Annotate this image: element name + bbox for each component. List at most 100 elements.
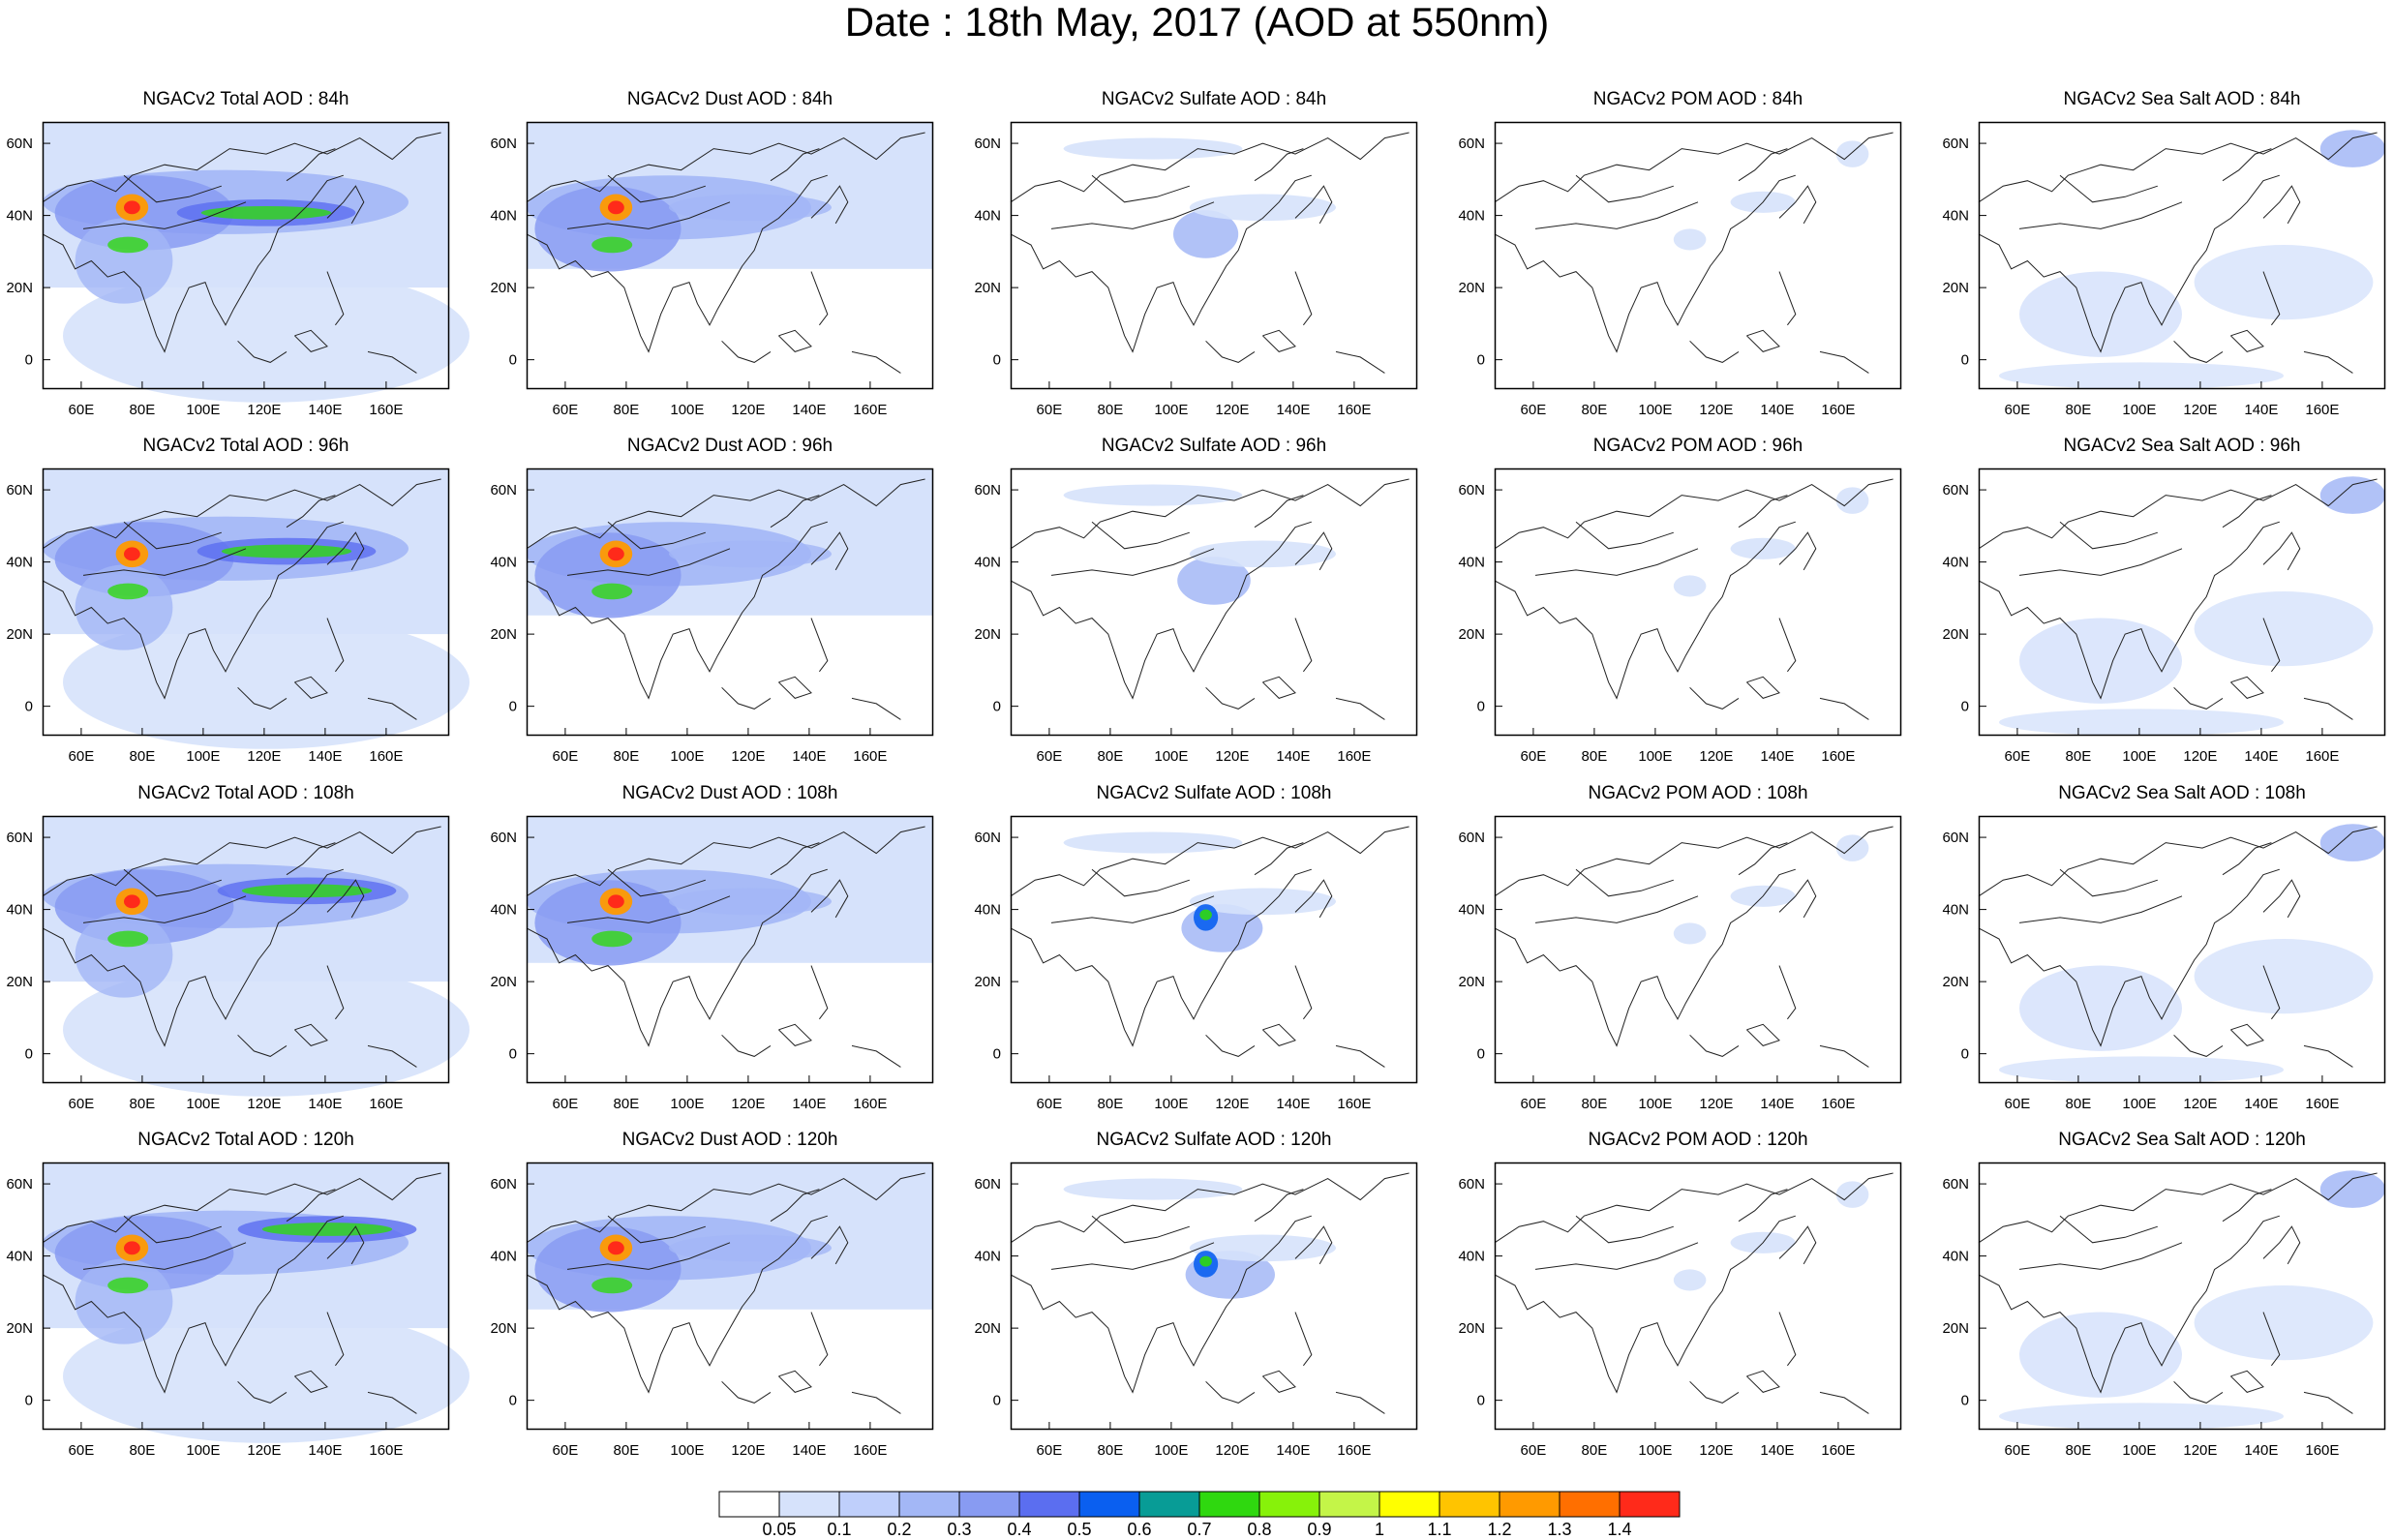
x-tick-label: 140E — [792, 748, 826, 765]
y-tick-label: 40N — [490, 902, 517, 919]
coastline — [1010, 1172, 1409, 1244]
map-panel-sulfate: 60E 80E 100E 120E 140E 160E 60N 40N 20N 0 — [974, 121, 1418, 418]
y-tick-label: 20N — [1942, 974, 1969, 990]
x-tick-label: 160E — [369, 402, 403, 418]
y-tick-label: 0 — [25, 1393, 33, 1409]
x-tick-label: 120E — [2183, 1442, 2217, 1459]
x-tick-label: 60E — [553, 1096, 579, 1112]
coastline — [1978, 868, 2280, 1047]
coastline — [123, 868, 222, 897]
x-tick-label: 120E — [2183, 1096, 2217, 1112]
aod-field-sulfate-north — [1063, 831, 1243, 854]
aod-field-seasalt-pacific — [2194, 938, 2374, 1014]
aod-field-total-india — [75, 218, 173, 304]
map-frame — [1494, 121, 1902, 390]
coastline — [1050, 1242, 1215, 1270]
coastline — [1091, 1215, 1190, 1244]
x-tick-label: 100E — [186, 402, 220, 418]
x-tick-label: 120E — [1699, 402, 1733, 418]
x-tick-label: 100E — [1154, 402, 1188, 418]
y-tick-label: 20N — [6, 626, 33, 643]
coastline — [1294, 1225, 1333, 1265]
aod-field-total-hotspot-core — [124, 200, 140, 215]
y-tick-label: 40N — [490, 1249, 517, 1265]
coastline — [1494, 826, 1894, 897]
aod-field — [1999, 824, 2385, 1083]
x-tick-label: 160E — [369, 1442, 403, 1459]
x-tick-label: 100E — [670, 402, 704, 418]
coastline — [1205, 1380, 1256, 1404]
map-panel-total: 60E 80E 100E 120E 140E 160E 60N 40N 20N 0 — [6, 1162, 470, 1459]
coastline — [294, 1023, 328, 1046]
coastline — [1689, 340, 1740, 363]
coastline — [326, 185, 365, 225]
y-tick-label: 40N — [1942, 208, 1969, 225]
aod-field-dust-plume — [669, 194, 832, 222]
coastline — [526, 521, 828, 700]
y-tick-label: 0 — [509, 352, 517, 369]
coastline — [770, 1189, 820, 1223]
coastline — [286, 495, 336, 528]
map-frame — [526, 468, 934, 737]
coastline — [810, 271, 829, 326]
aod-field-pom-china — [1673, 1269, 1707, 1291]
coastline — [1778, 1225, 1817, 1265]
colorbar-box — [1439, 1491, 1500, 1518]
aod-field-total-hotspot-core — [124, 547, 140, 561]
coastline — [1294, 185, 1333, 225]
x-tick-label: 160E — [2305, 1096, 2339, 1112]
coastline — [2230, 676, 2264, 699]
x-tick-label: 140E — [308, 1096, 342, 1112]
x-tick-label: 60E — [1521, 1096, 1547, 1112]
map-frame — [1978, 468, 2386, 737]
panel-title: NGACv2 Total AOD : 84h — [142, 89, 349, 109]
aod-field-seasalt-bay — [2019, 271, 2182, 357]
panel-title: NGACv2 Sulfate AOD : 84h — [1101, 89, 1327, 109]
coastline — [1819, 350, 1869, 374]
coastline — [2222, 1189, 2272, 1223]
coastline — [721, 1380, 772, 1404]
coastline — [1254, 842, 1304, 876]
x-tick-label: 120E — [247, 1096, 281, 1112]
x-tick-label: 160E — [853, 402, 887, 418]
y-tick-label: 40N — [1458, 902, 1485, 919]
coastline — [1689, 1380, 1740, 1404]
aod-field — [43, 468, 470, 749]
map-frame — [526, 815, 934, 1084]
aod-field-total-ocean — [63, 1309, 470, 1443]
coastline — [42, 132, 441, 203]
x-tick-label: 80E — [1098, 748, 1124, 765]
x-tick-label: 80E — [614, 748, 640, 765]
coastline — [851, 350, 901, 374]
colorbar-label: 0.05 — [762, 1520, 797, 1539]
coastline — [1010, 174, 1312, 353]
map-panel-total: 60E 80E 100E 120E 140E 160E 60N 40N 20N 0 — [6, 468, 470, 765]
coastline — [1746, 1370, 1780, 1393]
colorbar-box — [1619, 1491, 1681, 1518]
map-frame — [526, 1162, 934, 1431]
x-tick-label: 80E — [614, 402, 640, 418]
coastline — [1778, 879, 1817, 919]
x-tick-label: 140E — [792, 1442, 826, 1459]
coastline — [778, 329, 812, 352]
x-tick-label: 100E — [186, 748, 220, 765]
x-tick-label: 120E — [1215, 1442, 1249, 1459]
y-tick-label: 60N — [6, 830, 33, 846]
aod-field-total-hotspot-core — [124, 1241, 140, 1255]
x-tick-label: 140E — [1760, 748, 1794, 765]
coastline — [2059, 521, 2158, 550]
coastline — [2222, 842, 2272, 876]
x-tick-label: 80E — [130, 1096, 156, 1112]
y-tick-label: 0 — [1961, 699, 1969, 715]
colorbar-box — [1078, 1491, 1140, 1518]
x-tick-label: 160E — [853, 1096, 887, 1112]
colorbar-label: 1.3 — [1547, 1520, 1572, 1539]
x-tick-label: 120E — [1699, 1442, 1733, 1459]
aod-field-total-ocean — [63, 962, 470, 1097]
map-panel-seasalt: 60E 80E 100E 120E 140E 160E 60N 40N 20N 0 — [1942, 815, 2386, 1112]
figure-title: Date : 18th May, 2017 (AOD at 550nm) — [844, 0, 1550, 45]
coastline — [1534, 548, 1699, 576]
x-tick-label: 140E — [792, 1096, 826, 1112]
colorbar-label: 0.4 — [1007, 1520, 1032, 1539]
coastline — [237, 1034, 288, 1057]
